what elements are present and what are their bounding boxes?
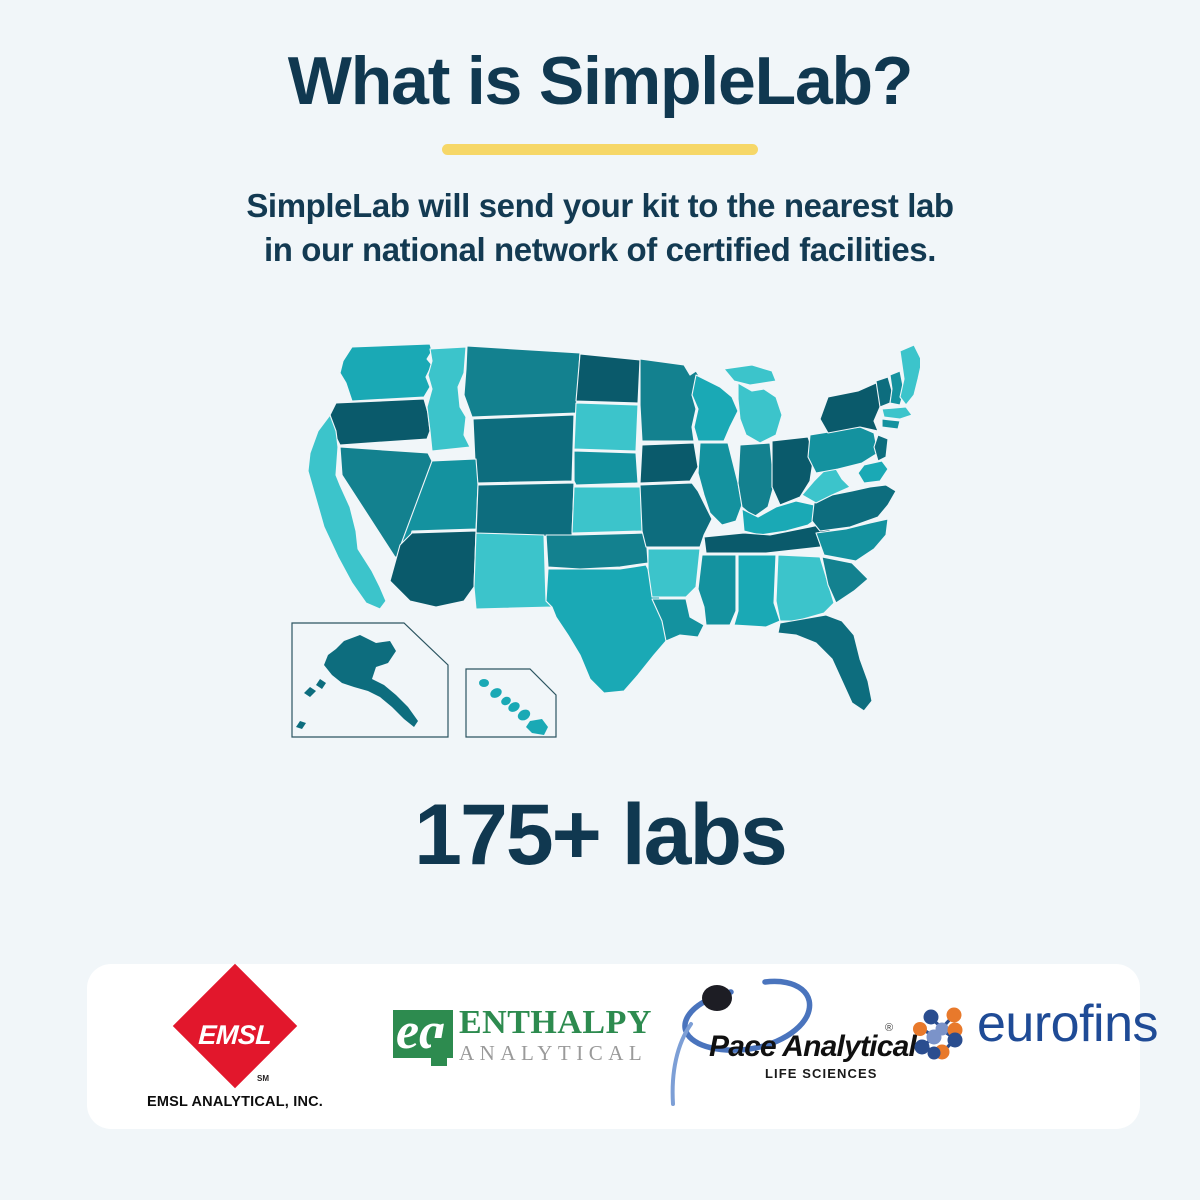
state-id	[426, 346, 471, 452]
state-sd	[573, 402, 639, 452]
header-section: What is SimpleLab? SimpleLab will send y…	[0, 0, 1200, 271]
state-ak	[296, 635, 418, 729]
state-la	[651, 598, 705, 642]
eurofins-dots-icon	[913, 1007, 963, 1060]
state-or	[329, 398, 431, 446]
state-sc	[821, 556, 869, 604]
state-ne	[573, 450, 639, 486]
pace-title-text: Pace Analytical	[709, 1030, 917, 1063]
partner-logos-card: EMSL SM EMSL ANALYTICAL, INC. ea ENTHALP…	[87, 963, 1159, 1129]
state-nm	[473, 532, 553, 610]
subtitle: SimpleLab will send your kit to the near…	[160, 184, 1040, 271]
state-co	[475, 482, 575, 538]
state-ma	[881, 406, 913, 420]
emsl-mark-text: EMSL	[197, 1020, 273, 1050]
us-map-container	[0, 335, 1200, 755]
state-me	[899, 344, 920, 406]
state-ok	[545, 532, 649, 570]
partner-logo-enthalpy: ea ENTHALPY ANALYTICAL	[387, 964, 657, 1129]
state-nc	[815, 518, 889, 562]
state-pa	[807, 426, 879, 474]
eurofins-title-text: eurofins	[977, 995, 1159, 1053]
state-in	[737, 442, 775, 518]
pace-orbit-icon	[670, 978, 813, 1106]
state-ms	[697, 554, 737, 626]
subtitle-line-1: SimpleLab will send your kit to the near…	[246, 187, 954, 225]
state-mt	[463, 345, 581, 418]
state-wi	[691, 374, 739, 442]
state-va	[811, 484, 897, 532]
state-ar	[647, 548, 701, 598]
hawaii-inset-frame	[465, 668, 557, 738]
enthalpy-subtitle-text: ANALYTICAL	[459, 1041, 648, 1065]
alaska-inset-frame	[291, 622, 449, 738]
state-ia	[639, 442, 699, 484]
emsl-caption-text: EMSL ANALYTICAL, INC.	[146, 1094, 324, 1110]
map-states	[307, 343, 920, 712]
subtitle-line-2: in our national network of certified fac…	[263, 230, 937, 268]
partner-logo-pace: Pace Analytical ® LIFE SCIENCES	[657, 964, 917, 1129]
partner-logo-eurofins: eurofins	[907, 964, 1159, 1129]
us-map-icon	[291, 343, 920, 738]
state-mo	[639, 482, 713, 548]
emsl-servicemark-text: SM	[257, 1074, 269, 1083]
state-wy	[472, 414, 575, 484]
map-inset-alaska	[291, 622, 449, 738]
state-wv	[801, 468, 851, 504]
pace-registered-icon: ®	[885, 1022, 894, 1034]
state-ct	[881, 418, 901, 430]
state-nd	[575, 353, 641, 404]
labs-count: 175+ labs	[414, 787, 788, 883]
partner-logo-emsl: EMSL SM EMSL ANALYTICAL, INC.	[87, 963, 387, 1129]
state-ks	[571, 486, 645, 534]
state-mi	[723, 364, 783, 444]
map-inset-hawaii	[465, 668, 557, 738]
state-al	[733, 554, 781, 628]
state-nj	[873, 434, 889, 462]
page-title: What is SimpleLab?	[287, 43, 914, 119]
enthalpy-title-text: ENTHALPY	[459, 1004, 652, 1041]
state-az	[389, 530, 477, 608]
state-ny	[819, 382, 887, 434]
state-il	[697, 442, 743, 526]
accent-divider	[442, 144, 758, 156]
state-wa	[339, 343, 433, 402]
state-ga	[775, 554, 835, 622]
enthalpy-mark-tail	[431, 1038, 447, 1066]
state-fl	[777, 614, 873, 712]
state-mn	[639, 358, 703, 442]
pace-subtitle-text: LIFE SCIENCES	[765, 1066, 878, 1081]
state-ca	[307, 414, 387, 610]
state-md	[857, 460, 889, 484]
state-hi	[479, 679, 548, 735]
